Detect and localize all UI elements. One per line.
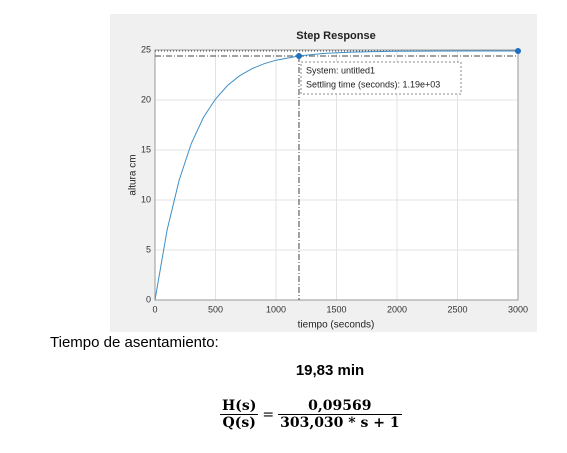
x-tick-label: 1500 — [326, 304, 346, 314]
tooltip-text: Settling time (seconds): 1.19e+03 — [306, 79, 440, 89]
y-axis-label: altura cm — [128, 154, 139, 195]
chart: Step Response tiempo (seconds) altura cm… — [110, 14, 537, 332]
y-tick-label: 25 — [141, 44, 151, 54]
rhs-fraction: 0,09569 303,030 * s + 1 — [278, 398, 402, 431]
lhs-denominator: Q(s) — [220, 414, 259, 431]
caption: Tiempo de asentamiento: — [50, 334, 219, 351]
x-tick-label: 1000 — [266, 304, 286, 314]
lhs-numerator: H(s) — [222, 398, 257, 414]
y-tick-label: 0 — [146, 294, 151, 304]
data-marker — [295, 53, 302, 59]
y-tick-label: 10 — [141, 194, 151, 204]
lhs-fraction: H(s) Q(s) — [220, 398, 259, 431]
data-marker — [515, 48, 521, 54]
x-tick-label: 3000 — [508, 304, 528, 314]
x-tick-label: 500 — [208, 304, 223, 314]
x-tick-label: 2000 — [387, 304, 407, 314]
rhs-numerator: 0,09569 — [308, 398, 372, 414]
y-tick-label: 5 — [146, 244, 151, 254]
tooltip-box — [300, 61, 462, 95]
result: 19,83 min — [295, 362, 365, 379]
x-axis-label: tiempo (seconds) — [298, 320, 375, 331]
rhs-denominator: 303,030 * s + 1 — [278, 414, 402, 431]
y-tick-label: 20 — [141, 94, 151, 104]
tooltip-text: System: untitled1 — [306, 65, 375, 75]
equals-sign: = — [262, 406, 275, 423]
chart-title: Step Response — [296, 30, 375, 42]
axes-box — [154, 49, 519, 301]
equation: H(s) Q(s) = 0,09569 303,030 * s + 1 — [220, 398, 402, 431]
x-tick-label: 2500 — [447, 304, 467, 314]
y-tick-label: 15 — [141, 144, 151, 154]
x-tick-label: 0 — [152, 304, 157, 314]
response-line — [154, 50, 518, 301]
